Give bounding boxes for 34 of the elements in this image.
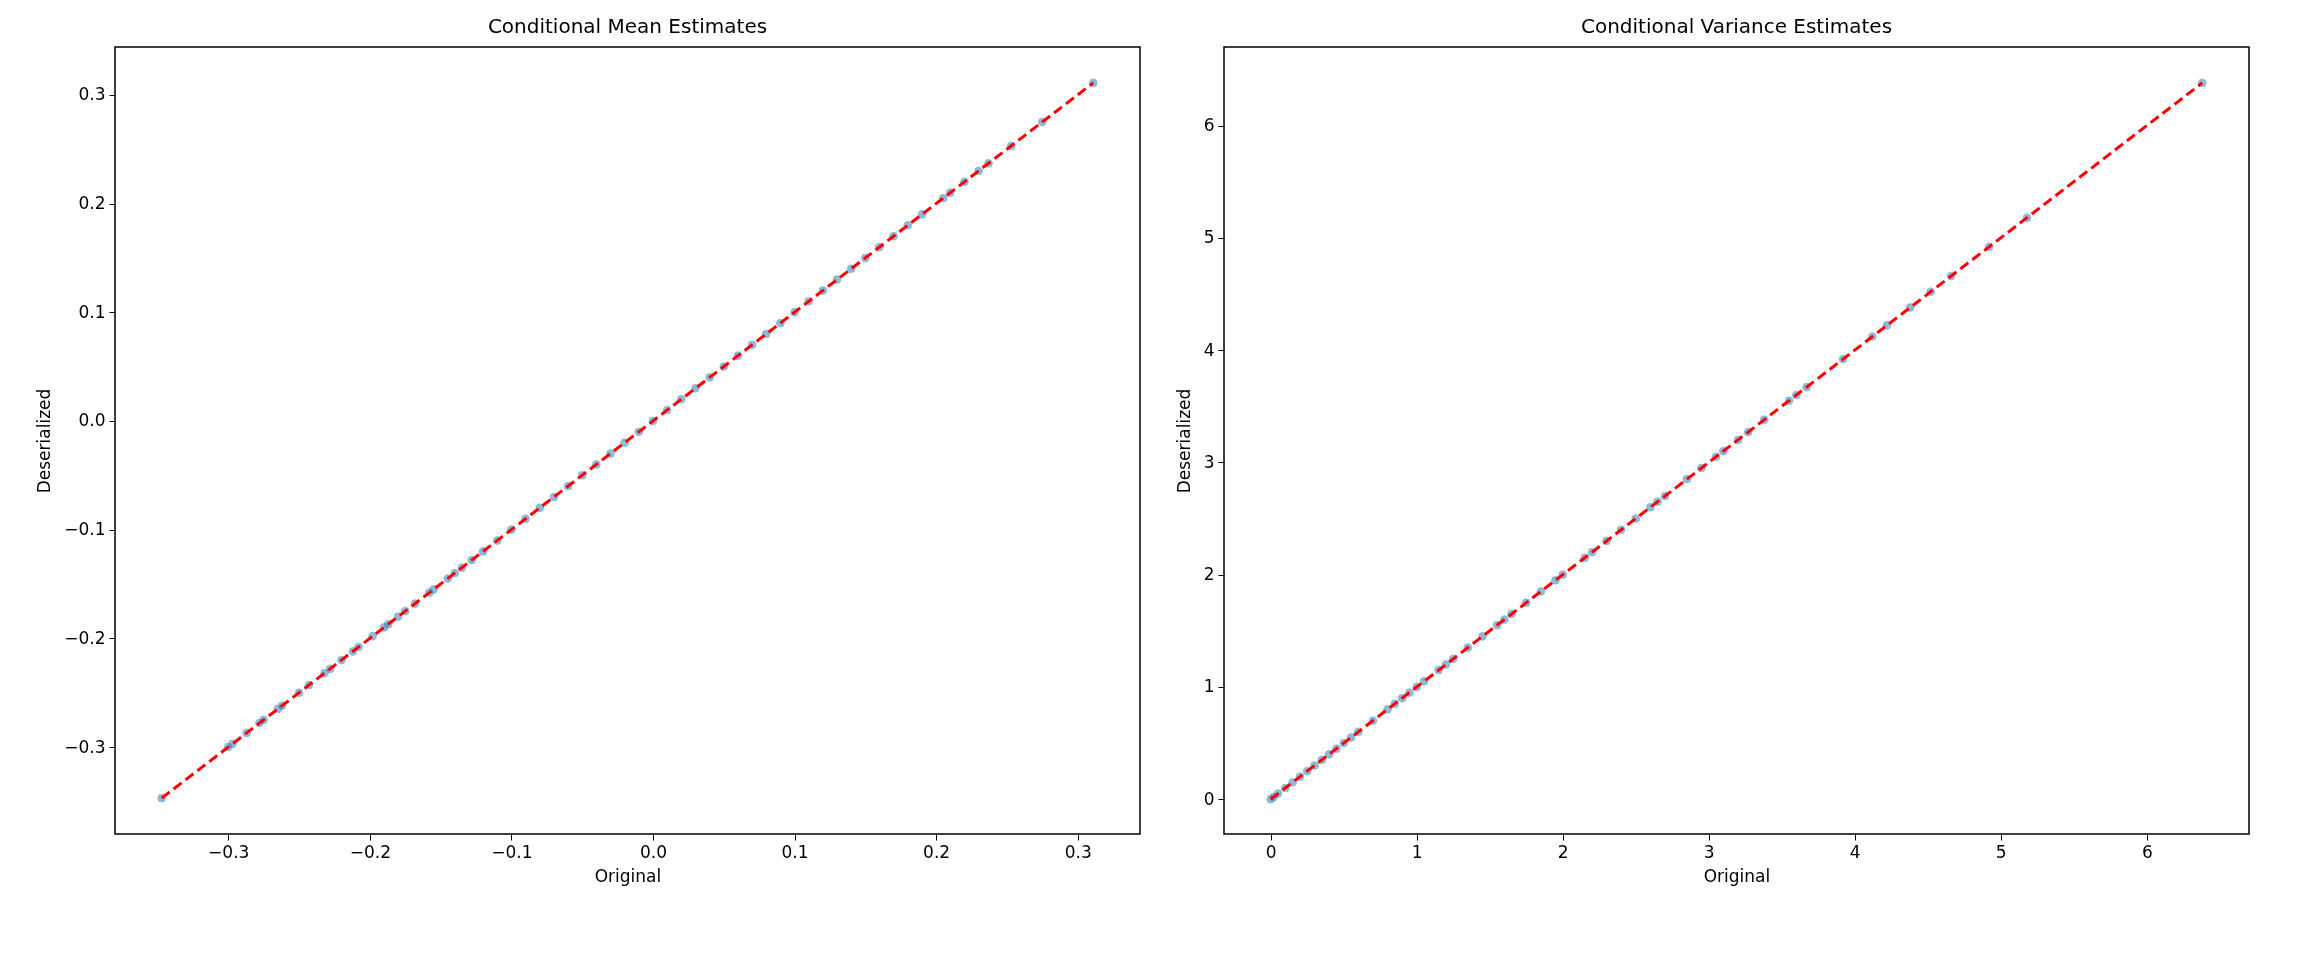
- x-axis-title: Original: [594, 865, 662, 886]
- y-tick-label: 2: [1203, 564, 1215, 585]
- x-tick-label: 3: [1703, 841, 1715, 862]
- x-tick-label: 0: [1265, 841, 1277, 862]
- x-tick-label: −0.3: [208, 841, 250, 862]
- y-tick-label: 0.0: [78, 410, 106, 431]
- x-tick-label: 0.2: [923, 841, 951, 862]
- x-tick-label: 2: [1557, 841, 1569, 862]
- y-tick-label: 0.3: [78, 84, 106, 105]
- chart-title: Conditional Variance Estimates: [1580, 14, 1893, 38]
- y-tick-label: 5: [1203, 227, 1215, 248]
- x-tick-label: −0.2: [349, 841, 391, 862]
- y-axis-title: Deserialized: [34, 388, 55, 494]
- x-tick-label: 5: [1995, 841, 2007, 862]
- y-tick-label: 0.2: [78, 193, 106, 214]
- y-axis-title: Deserialized: [1173, 388, 1194, 494]
- x-tick-label: −0.1: [491, 841, 533, 862]
- y-tick-label: 0: [1203, 788, 1215, 809]
- y-tick-label: −0.1: [64, 519, 106, 540]
- x-tick-label: 6: [2141, 841, 2153, 862]
- y-tick-label: 1: [1203, 676, 1215, 697]
- y-tick-label: −0.3: [64, 736, 106, 757]
- y-tick-label: 0.1: [78, 301, 106, 322]
- y-tick-label: −0.2: [64, 627, 106, 648]
- y-tick-label: 3: [1203, 451, 1215, 472]
- x-tick-label: 4: [1849, 841, 1861, 862]
- chart-title: Conditional Mean Estimates: [487, 14, 768, 38]
- x-axis-title: Original: [1703, 865, 1771, 886]
- x-tick-label: 0.1: [781, 841, 809, 862]
- y-tick-label: 6: [1203, 115, 1215, 136]
- x-tick-label: 0.3: [1064, 841, 1092, 862]
- x-tick-label: 0.0: [639, 841, 668, 862]
- x-tick-label: 1: [1411, 841, 1423, 862]
- y-tick-label: 4: [1203, 339, 1215, 360]
